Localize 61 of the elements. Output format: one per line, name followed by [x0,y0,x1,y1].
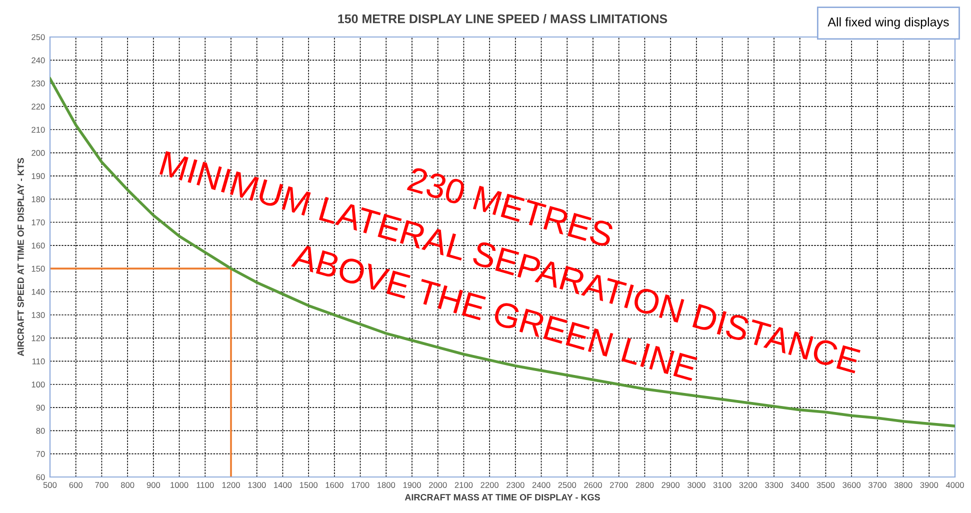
x-tick-label: 3100 [713,482,732,488]
text: All fixed wing displays [828,17,949,29]
x-tick-label: 700 [95,482,108,488]
x-tick-label: 2500 [558,482,576,488]
y-tick-label: 150 [32,266,45,272]
y-tick-label: 110 [32,358,45,364]
y-tick-label: 160 [32,242,45,249]
x-tick-label: 900 [146,482,160,488]
x-tick-label: 2100 [454,482,473,488]
line-series [50,77,955,428]
chart-title: 150 METRE DISPLAY LINE SPEED / MASS LIMITATIONS [338,14,668,24]
x-tick-label: 2300 [506,482,524,488]
y-tick-label: 230 [32,80,45,86]
y-tick-label: 170 [32,219,45,226]
y-tick-label: 100 [32,382,45,388]
x-tick-label: 1900 [403,482,421,488]
x-tick-label: 1200 [222,482,240,488]
x-tick-label: 1600 [326,482,344,488]
y-tick-label: 90 [36,404,45,411]
x-tick-label: 600 [69,482,82,488]
x-tick-label: 2400 [532,482,550,488]
y-axis-title: AIRCRAFT SPEED AT TIME OF DISPLAY - KTS [18,158,24,356]
x-tick-label: 3700 [868,482,886,488]
x-tick-label: 3400 [790,482,809,488]
x-tick-label: 3200 [739,482,758,488]
x-axis-title: AIRCRAFT MASS AT TIME OF DISPLAY - KGS [404,494,600,500]
x-tick-label: 800 [120,482,134,488]
y-tick-label: 140 [32,288,45,295]
y-tick-label: 210 [32,126,45,133]
y-tick-label: 190 [32,173,45,180]
x-tick-label: 3900 [920,482,938,488]
y-tick-label: 120 [32,335,45,342]
y-tick-label: 240 [32,57,45,64]
x-tick-label: 1700 [352,482,370,488]
y-tick-label: 200 [32,150,45,156]
x-tick-label: 2700 [610,482,628,488]
x-tick-label: 2600 [584,482,602,488]
y-tick-label: 180 [32,196,45,202]
x-tick-label: 3500 [816,482,835,488]
y-tick-label: 250 [32,34,45,40]
x-tick-label: 1300 [248,482,266,488]
x-tick-label: 3300 [765,482,783,488]
x-tick-label: 1000 [170,482,188,488]
y-tick-label: 80 [36,428,45,434]
y-tick-label: 60 [36,474,45,480]
y-tick-label: 220 [32,104,45,110]
x-tick-label: 3600 [842,482,861,488]
x-tick-label: 1400 [274,482,292,488]
x-tick-label: 1100 [196,482,214,488]
x-tick-label: 4000 [946,482,964,488]
x-tick-label: 2000 [429,482,447,488]
x-tick-label: 2800 [636,482,654,488]
y-tick-label: 130 [32,312,45,318]
x-tick-label: 1500 [300,482,318,488]
x-tick-label: 500 [43,482,57,488]
y-tick-label: 70 [36,451,45,457]
x-tick-label: 2900 [662,482,680,488]
x-tick-label: 2200 [480,482,499,488]
x-tick-label: 3800 [894,482,912,488]
x-tick-label: 3000 [687,482,706,488]
x-tick-label: 1800 [378,482,396,488]
